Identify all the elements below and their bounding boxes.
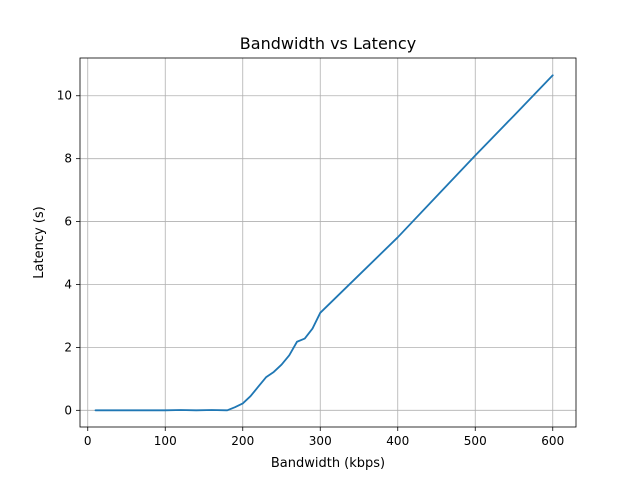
x-axis: 0 100 200 300 400 500 600 [84, 427, 564, 448]
y-tick-label: 6 [64, 215, 72, 229]
y-tick-label: 10 [57, 89, 72, 103]
y-tick-label: 8 [64, 152, 72, 166]
x-tick-label: 0 [84, 434, 92, 448]
grid [80, 58, 576, 427]
y-axis-label: Latency (s) [32, 206, 47, 278]
x-tick-label: 500 [464, 434, 487, 448]
y-tick-label: 2 [64, 340, 72, 354]
x-tick-label: 100 [154, 434, 177, 448]
x-tick-label: 300 [309, 434, 332, 448]
plot-frame [80, 58, 576, 427]
y-tick-label: 0 [64, 403, 72, 417]
x-tick-label: 200 [231, 434, 254, 448]
y-axis: 0 2 4 6 8 10 [57, 89, 80, 418]
x-axis-label: Bandwidth (kbps) [271, 456, 385, 471]
series-layer [96, 75, 553, 410]
x-tick-label: 600 [541, 434, 564, 448]
chart-title: Bandwidth vs Latency [240, 34, 416, 53]
y-tick-label: 4 [64, 277, 72, 291]
x-tick-label: 400 [386, 434, 409, 448]
series-line-latency [96, 75, 553, 410]
